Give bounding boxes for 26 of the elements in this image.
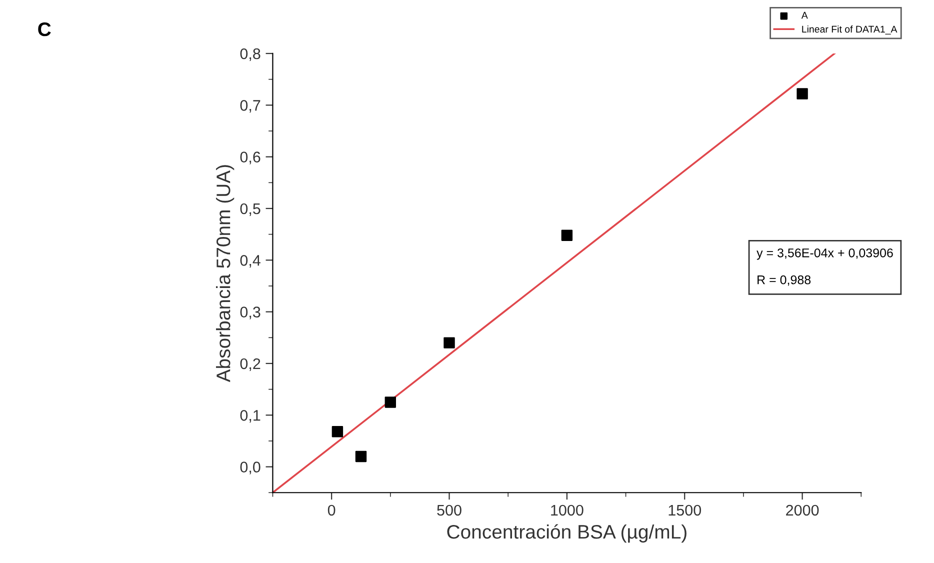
x-tick-label: 0 xyxy=(328,504,336,516)
y-tick-label: 0,3 xyxy=(240,306,260,320)
y-tick-label: 0,2 xyxy=(240,358,260,371)
y-axis-title: Absorbancia 570nm (UA) xyxy=(216,165,234,382)
y-tick-label: 0,5 xyxy=(240,203,260,216)
y-tick-label: 0,0 xyxy=(240,462,260,474)
text: C xyxy=(38,22,51,36)
x-tick-label: 500 xyxy=(437,504,462,516)
point xyxy=(384,396,396,408)
text: y = 3,56E-04x + 0,03906 R = 0,988 xyxy=(756,248,893,286)
point xyxy=(332,426,344,438)
x-tick-label: 2000 xyxy=(786,504,819,516)
y-tick-label: 0,7 xyxy=(240,100,260,113)
point xyxy=(796,88,808,100)
x-tick-label: 1500 xyxy=(668,504,702,516)
y-tick-label: 0,6 xyxy=(240,152,260,164)
y-tick-label: 0,1 xyxy=(240,410,260,423)
point xyxy=(355,450,367,462)
x-tick-label: 1000 xyxy=(551,504,584,516)
legend-label: A xyxy=(801,12,808,19)
legend-label: Linear Fit of DATA1_A xyxy=(802,25,898,34)
point xyxy=(561,230,573,241)
y-tick-label: 0,8 xyxy=(240,48,260,61)
y-tick-label: 0,4 xyxy=(240,255,260,268)
point xyxy=(444,337,455,348)
x-axis-title: Concentración BSA (µg/mL) xyxy=(447,524,686,543)
